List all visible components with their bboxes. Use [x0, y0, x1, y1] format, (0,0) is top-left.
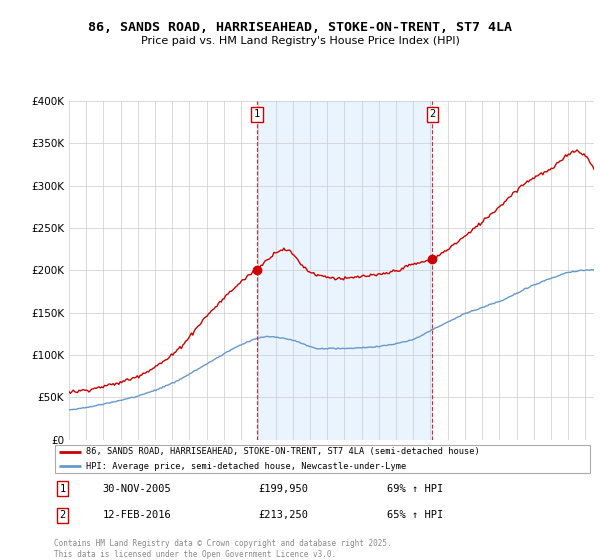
FancyBboxPatch shape — [55, 445, 590, 473]
Text: 1: 1 — [59, 484, 65, 494]
Text: HPI: Average price, semi-detached house, Newcastle-under-Lyme: HPI: Average price, semi-detached house,… — [86, 462, 406, 471]
Text: 2: 2 — [59, 511, 65, 520]
Text: 86, SANDS ROAD, HARRISEAHEAD, STOKE-ON-TRENT, ST7 4LA: 86, SANDS ROAD, HARRISEAHEAD, STOKE-ON-T… — [88, 21, 512, 34]
Text: 30-NOV-2005: 30-NOV-2005 — [103, 484, 171, 494]
Text: 65% ↑ HPI: 65% ↑ HPI — [387, 511, 443, 520]
Text: £199,950: £199,950 — [258, 484, 308, 494]
Text: 1: 1 — [254, 109, 260, 119]
Text: 69% ↑ HPI: 69% ↑ HPI — [387, 484, 443, 494]
Text: 2: 2 — [430, 109, 436, 119]
Text: £213,250: £213,250 — [258, 511, 308, 520]
Text: 12-FEB-2016: 12-FEB-2016 — [103, 511, 171, 520]
Bar — [257, 101, 433, 440]
Text: 86, SANDS ROAD, HARRISEAHEAD, STOKE-ON-TRENT, ST7 4LA (semi-detached house): 86, SANDS ROAD, HARRISEAHEAD, STOKE-ON-T… — [86, 447, 480, 456]
Text: Price paid vs. HM Land Registry's House Price Index (HPI): Price paid vs. HM Land Registry's House … — [140, 36, 460, 46]
Text: Contains HM Land Registry data © Crown copyright and database right 2025.
This d: Contains HM Land Registry data © Crown c… — [54, 539, 392, 559]
